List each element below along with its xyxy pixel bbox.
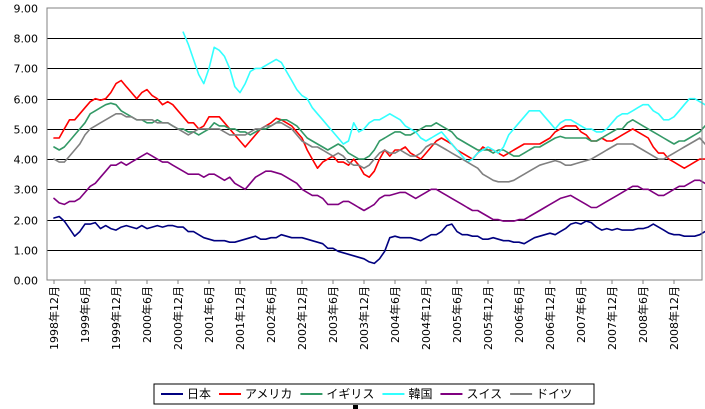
x-tick-label: 2004年12月 [419,286,433,350]
y-tick-label: 7.00 [14,63,39,76]
plot-area-border [46,7,703,281]
x-axis-ticks: 1998年12月 1999年6月 1999年12月 2000年6月 2000年12月 20… [47,280,681,350]
gridlines [47,38,702,251]
x-tick-label: 2003年12月 [357,286,371,350]
y-tick-label: 1.00 [14,245,39,258]
x-tick-label: 1998年12月 [47,286,61,350]
x-tick-label: 2006年12月 [543,286,557,350]
series-line-1 [53,215,705,265]
y-tick-label: 6.00 [14,94,39,107]
x-tick-label: 2001年6月 [202,286,216,343]
legend-label-6: ドイツ [536,387,572,401]
x-tick-label: 2007年12月 [605,286,619,350]
x-tick-label: 2002年12月 [295,286,309,350]
x-tick-label: 1999年6月 [78,286,92,343]
x-tick-label: 2008年6月 [636,286,650,343]
y-axis-ticks: 0.00 1.00 2.00 3.00 4.00 5.00 6.00 7.00 8.00 9.00 [14,3,39,288]
x-tick-label: 2003年6月 [326,286,340,343]
y-tick-label: 5.00 [14,124,39,137]
legend-label-3: イギリス [326,387,374,401]
x-tick-label: 2000年6月 [140,286,154,343]
y-tick-label: 3.00 [14,184,39,197]
legend-box [153,383,595,405]
x-tick-label: 2006年6月 [512,286,526,343]
y-tick-label: 4.00 [14,154,39,167]
x-tick-label: 2005年12月 [481,286,495,350]
y-tick-label: 0.00 [14,275,39,288]
series-lines [53,31,705,265]
legend-label-5: スイス [466,387,502,401]
legend-label-2: アメリカ [245,387,292,401]
x-tick-label: 1999年12月 [109,286,123,350]
x-tick-label: 2004年6月 [388,286,402,343]
x-tick-label: 2005年6月 [450,286,464,343]
series-line-5 [53,152,705,222]
legend-handle[interactable] [353,405,358,409]
legend-label-1: 日本 [187,387,211,401]
series-line-6 [53,113,705,183]
x-tick-label: 2007年6月 [574,286,588,343]
legend-label-4: 韓国 [408,387,432,401]
x-tick-label: 2008年12月 [667,286,681,350]
x-tick-label: 2002年6月 [264,286,278,343]
x-tick-label: 2000年12月 [171,286,185,350]
x-tick-label: 2001年12月 [233,286,247,350]
y-tick-label: 9.00 [14,3,39,16]
y-tick-label: 8.00 [14,33,39,46]
legend: 日本 アメリカ イギリス 韓国 スイス ドイツ [153,383,595,405]
y-tick-label: 2.00 [14,215,39,228]
